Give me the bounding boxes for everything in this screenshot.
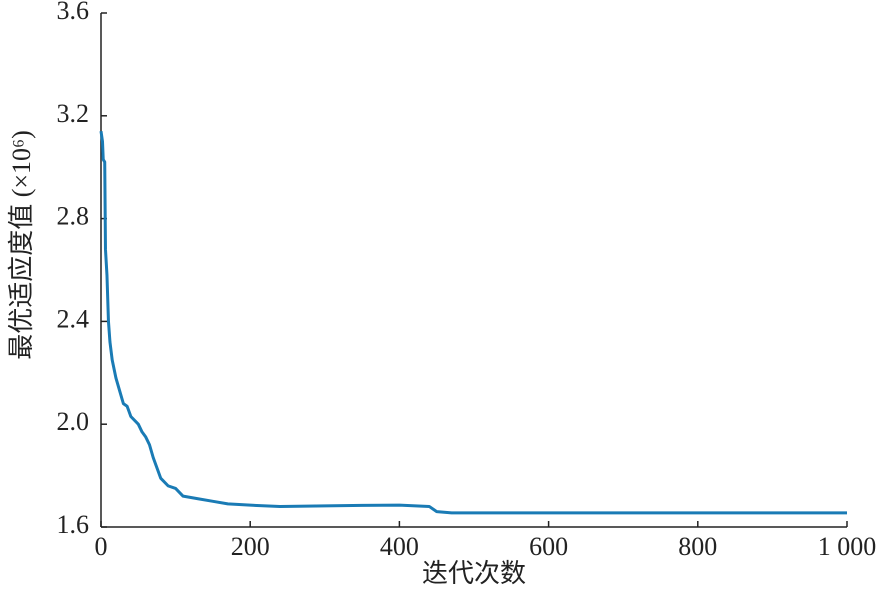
y-tick-label: 2.8 [57, 202, 90, 231]
y-tick-label: 2.0 [57, 407, 90, 436]
line [99, 131, 847, 515]
y-tick-label: 1.6 [57, 510, 90, 539]
y-tick-label: 2.4 [57, 304, 90, 333]
y-axis-label: 最优适应度值 (×10⁶) [7, 130, 36, 360]
x-tick-label: 0 [95, 532, 108, 561]
x-tick-label: 1 000 [818, 532, 876, 561]
x-tick-label: 400 [380, 532, 419, 561]
y-tick-label: 3.6 [57, 0, 90, 25]
x-tick-label: 600 [529, 532, 568, 561]
x-axis-label: 迭代次数 [422, 559, 526, 588]
y-tick-label: 3.2 [57, 99, 90, 128]
x-tick-label: 200 [231, 532, 270, 561]
x-tick-label: 800 [678, 532, 717, 561]
